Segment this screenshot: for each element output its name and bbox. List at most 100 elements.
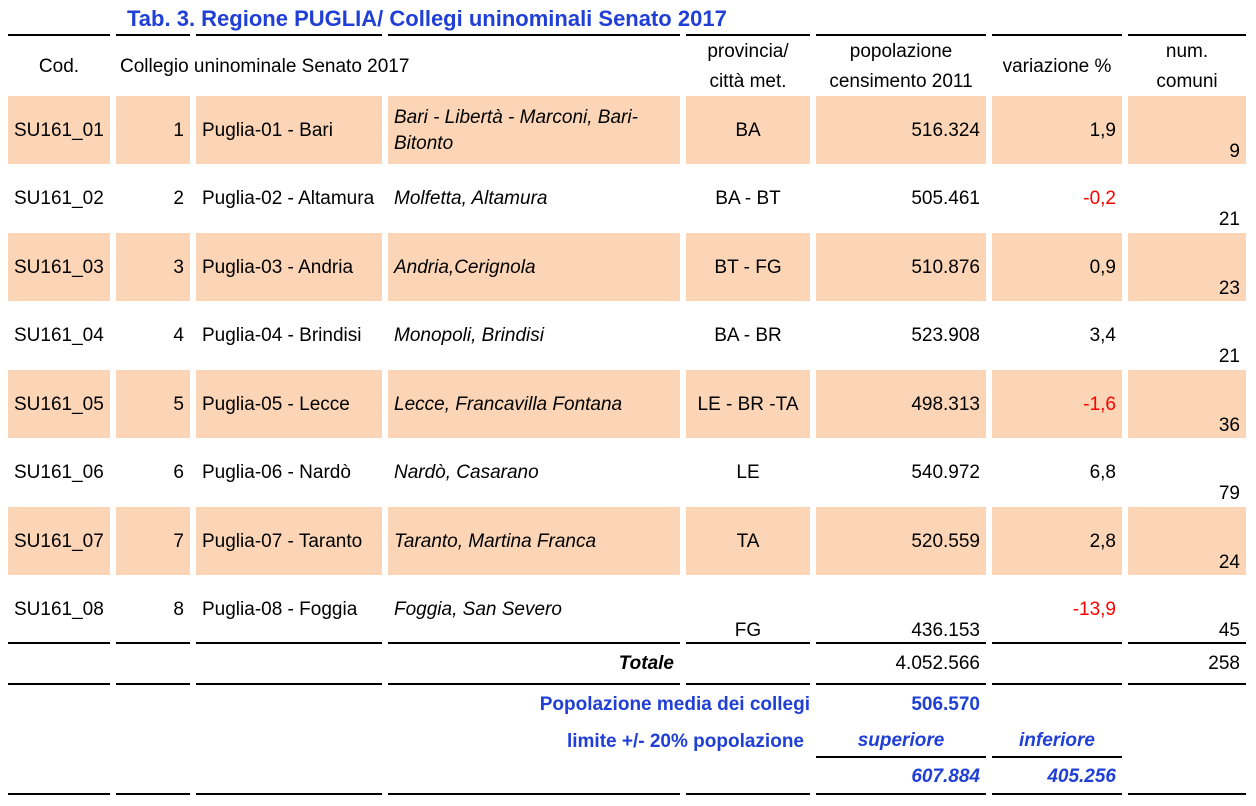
table-title: Tab. 3. Regione PUGLIA/ Collegi uninomin…: [127, 6, 727, 31]
total-comuni: 258: [1208, 653, 1240, 674]
cell-num-comuni: 24: [1218, 552, 1240, 573]
cell-num: 8: [173, 599, 184, 620]
row-shade: [816, 233, 986, 301]
cell-collegio-desc: Taranto, Martina Franca: [394, 530, 597, 552]
table-bottom-rule: [816, 793, 986, 795]
header-top-rule: [686, 34, 810, 36]
total-label: Totale: [618, 653, 674, 674]
totals-bottom-rule: [686, 683, 810, 685]
rows-bottom-rule: [992, 642, 1122, 644]
inferiore-value: 405.256: [1047, 766, 1116, 787]
table-bottom-rule: [8, 793, 110, 795]
cell-collegio-desc: Foggia, San Severo: [394, 599, 562, 620]
totals-bottom-rule: [8, 683, 110, 685]
cell-popolazione: 498.313: [911, 393, 980, 415]
header-top-rule: [8, 34, 110, 36]
cell-num: 6: [173, 462, 184, 483]
cell-cod: SU161_04: [14, 325, 104, 346]
cell-provincia: TA: [736, 530, 760, 552]
header-top-rule: [816, 34, 986, 36]
table-bottom-rule: [992, 793, 1122, 795]
cell-num: 5: [173, 393, 184, 415]
row-shade: [1128, 96, 1246, 164]
cell-collegio-name: Puglia-06 - Nardò: [202, 462, 351, 483]
rows-bottom-rule: [196, 642, 382, 644]
row-shade: [196, 507, 382, 575]
header-cod: Cod.: [38, 56, 80, 77]
header-top-rule: [116, 34, 190, 36]
cell-cod: SU161_02: [14, 188, 104, 209]
cell-collegio-name: Puglia-05 - Lecce: [202, 393, 350, 415]
cell-provincia: LE - BR -TA: [697, 393, 799, 415]
total-popolazione: 4.052.566: [895, 653, 980, 674]
cell-num: 4: [173, 325, 184, 346]
rows-bottom-rule: [1128, 642, 1246, 644]
row-shade: [116, 507, 190, 575]
row-shade: [116, 370, 190, 438]
cell-collegio-name: Puglia-07 - Taranto: [202, 530, 363, 552]
row-shade: [992, 233, 1122, 301]
cell-num-comuni: 79: [1218, 483, 1240, 504]
row-shade: [8, 507, 110, 575]
cell-provincia: BT - FG: [714, 256, 782, 278]
row-shade: [992, 370, 1122, 438]
cell-variazione: -13,9: [1072, 599, 1116, 620]
row-shade: [1128, 370, 1246, 438]
rows-bottom-rule: [116, 642, 190, 644]
row-shade: [116, 96, 190, 164]
cell-num-comuni: 36: [1218, 415, 1240, 436]
cell-collegio-desc: Nardò, Casarano: [394, 462, 539, 483]
header-top-rule: [388, 34, 680, 36]
superiore-label: superiore: [857, 730, 945, 751]
table-bottom-rule: [388, 793, 680, 795]
rows-bottom-rule: [388, 642, 680, 644]
cell-collegio-desc: Andria,Cerignola: [394, 256, 536, 278]
table-bottom-rule: [686, 793, 810, 795]
cell-num: 3: [173, 256, 184, 278]
cell-variazione: -0,2: [1083, 188, 1116, 209]
totals-bottom-rule: [1128, 683, 1246, 685]
cell-popolazione: 523.908: [911, 325, 980, 346]
cell-cod: SU161_01: [14, 119, 104, 141]
row-shade: [196, 233, 382, 301]
media-label: Popolazione media dei collegi: [539, 694, 810, 715]
inferiore-label: inferiore: [1018, 730, 1096, 751]
cell-variazione: 6,8: [1089, 462, 1116, 483]
row-shade: [816, 507, 986, 575]
row-shade: [686, 507, 810, 575]
row-shade: [816, 370, 986, 438]
row-shade: [1128, 507, 1246, 575]
cell-variazione: 3,4: [1089, 325, 1116, 346]
table-bottom-rule: [196, 793, 382, 795]
cell-popolazione: 510.876: [911, 256, 980, 278]
cell-collegio-desc: Molfetta, Altamura: [394, 188, 548, 209]
cell-popolazione: 540.972: [911, 462, 980, 483]
row-shade: [686, 370, 810, 438]
cell-popolazione: 516.324: [911, 119, 980, 141]
superiore-value: 607.884: [911, 766, 980, 787]
cell-provincia: BA: [735, 119, 761, 141]
cell-collegio-name: Puglia-02 - Altamura: [202, 188, 375, 209]
cell-provincia: LE: [736, 462, 760, 483]
cell-num-comuni: 23: [1218, 278, 1240, 299]
row-shade: [388, 507, 680, 575]
header-variazione: variazione %: [1002, 56, 1112, 77]
row-shade: [686, 96, 810, 164]
row-shade: [116, 233, 190, 301]
cell-collegio-name: Puglia-01 - Bari: [202, 119, 333, 141]
cell-variazione: 1,9: [1089, 119, 1116, 141]
totals-bottom-rule: [992, 683, 1122, 685]
cell-cod: SU161_08: [14, 599, 104, 620]
row-shade: [992, 96, 1122, 164]
totals-bottom-rule: [388, 683, 680, 685]
limit-label-rule: [816, 756, 986, 758]
header-comuni: num. comuni: [1156, 41, 1218, 92]
cell-provincia: BA - BT: [715, 188, 781, 209]
cell-popolazione: 436.153: [911, 620, 980, 641]
cell-collegio-desc: Bari - Libertà - Marconi, Bari-Bitonto: [394, 106, 638, 154]
header-top-rule: [992, 34, 1122, 36]
cell-variazione: 2,8: [1089, 530, 1116, 552]
cell-provincia: BA - BR: [714, 325, 782, 346]
cell-num: 2: [173, 188, 184, 209]
cell-collegio-name: Puglia-04 - Brindisi: [202, 325, 362, 346]
